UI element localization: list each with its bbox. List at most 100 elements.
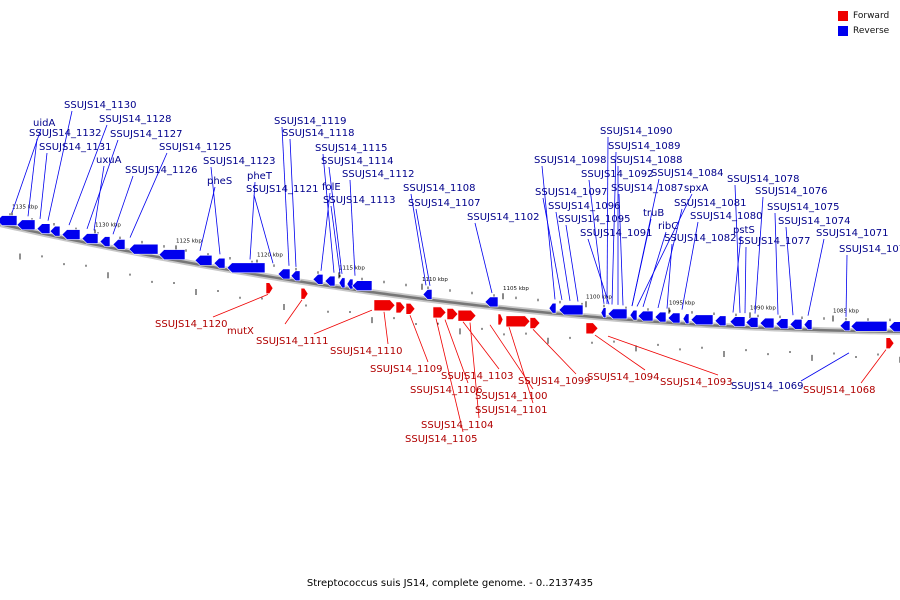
gene-layer xyxy=(0,215,900,349)
reverse-gene-arrow xyxy=(775,318,789,330)
forward-leader-line xyxy=(284,299,303,325)
forward-gene-arrow xyxy=(497,313,504,326)
reverse-leader-line xyxy=(68,124,108,226)
reverse-gene-label: SSUJS14_1114 xyxy=(321,156,394,167)
reverse-leader-line xyxy=(129,152,168,238)
reverse-gene-arrow xyxy=(729,316,746,328)
forward-leader-line xyxy=(462,321,500,370)
reverse-gene-arrow xyxy=(112,239,126,250)
reverse-leader-line xyxy=(657,208,683,309)
reverse-gene-arrow xyxy=(667,312,681,324)
reverse-gene-arrow xyxy=(548,302,557,314)
reverse-gene-label: SSUJS14_1128 xyxy=(99,114,172,125)
reverse-gene-label: pheT xyxy=(247,171,273,182)
reverse-leader-line xyxy=(415,208,431,286)
reverse-gene-label: SSUJS14_1119 xyxy=(274,116,347,127)
reverse-gene-arrow xyxy=(61,229,81,240)
reverse-gene-arrow xyxy=(194,255,213,266)
reverse-gene-arrow xyxy=(158,249,186,260)
reverse-gene-arrow xyxy=(745,317,759,328)
reverse-leader-line xyxy=(734,184,741,313)
reverse-leader-line xyxy=(86,139,119,230)
forward-gene-arrow xyxy=(457,309,477,322)
forward-gene-label: SSUJS14_1106 xyxy=(410,385,483,396)
reverse-gene-arrow xyxy=(803,319,813,331)
reverse-gene-label: SSUJS14_1097 xyxy=(535,187,608,198)
reverse-gene-label: SSUJS14_1132 xyxy=(29,128,102,139)
forward-gene-arrow xyxy=(885,337,895,349)
reverse-leader-line xyxy=(47,110,73,221)
reverse-gene-label: SSUJS14_1107 xyxy=(408,198,481,209)
reverse-gene-arrow xyxy=(128,243,159,255)
reverse-gene-label: SSUJS14_1075 xyxy=(767,202,840,213)
reverse-leader-line xyxy=(27,138,38,217)
figure-caption: Streptococcus suis JS14, complete genome… xyxy=(306,578,594,589)
reverse-gene-label: SSUJS14_1127 xyxy=(110,129,183,140)
reverse-gene-arrow xyxy=(682,313,690,325)
leader-layer xyxy=(11,110,887,433)
reverse-leader-line xyxy=(410,193,427,286)
forward-gene-arrow xyxy=(373,299,396,312)
reverse-gene-label: pheS xyxy=(207,176,232,187)
reverse-gene-label: SSUJS14_1113 xyxy=(323,195,396,206)
reverse-gene-label: SSUJS14_1088 xyxy=(610,155,683,166)
legend: Forward Reverse xyxy=(838,8,889,38)
scale-tick-label: 1135 kbp xyxy=(12,205,38,211)
reverse-leader-line xyxy=(320,192,331,271)
forward-gene-label: SSUJS14_1110 xyxy=(330,346,403,357)
forward-swatch xyxy=(838,10,848,21)
reverse-label: Reverse xyxy=(853,25,890,36)
label-layer: uidA SSUJS14_1130 SSUJS14_1132 SSUJS14_1131… xyxy=(29,100,900,445)
reverse-gene-arrow xyxy=(16,219,36,231)
reverse-gene-label: spxA xyxy=(684,183,708,194)
reverse-gene-arrow xyxy=(99,236,111,247)
reverse-gene-arrow xyxy=(839,320,851,332)
reverse-gene-arrow xyxy=(213,257,226,269)
scale-tick-label: 1100 kbp xyxy=(586,294,612,300)
reverse-leader-line xyxy=(281,126,290,266)
forward-leader-line xyxy=(594,334,646,371)
forward-leader-line xyxy=(860,349,887,384)
reverse-gene-arrow xyxy=(81,233,99,244)
forward-leader-line xyxy=(532,329,577,375)
forward-gene-label: SSUJS14_1099 xyxy=(518,376,591,387)
reverse-leader-line xyxy=(611,151,617,305)
reverse-gene-label: pstS xyxy=(733,225,755,236)
reverse-gene-label: SSUJS14_1076 xyxy=(755,186,828,197)
reverse-gene-arrow xyxy=(558,304,584,316)
reverse-leader-line xyxy=(210,166,221,255)
reverse-gene-label: SSUJS14_1077 xyxy=(738,236,811,247)
reverse-leader-line xyxy=(774,212,779,315)
reverse-leader-line xyxy=(253,194,274,264)
reverse-leader-line xyxy=(289,138,297,267)
scale-tick-label: 1095 kbp xyxy=(669,301,695,307)
reverse-gene-label: SSUJS14_1082 xyxy=(664,233,737,244)
reverse-gene-arrow xyxy=(654,311,667,323)
reverse-gene-arrow xyxy=(714,315,727,327)
forward-gene-label: SSUJS14_1094 xyxy=(587,372,660,383)
reverse-leader-line xyxy=(330,205,341,274)
reverse-gene-label: SSUJS14_1125 xyxy=(159,142,232,153)
reverse-leader-line xyxy=(666,243,673,309)
reverse-leader-line xyxy=(542,197,563,301)
reverse-gene-label: SSUJS14_1112 xyxy=(342,169,415,180)
reverse-leader-line xyxy=(112,175,134,235)
forward-leader-line xyxy=(508,326,534,404)
reverse-gene-arrow xyxy=(351,280,373,292)
reverse-gene-label: uidA xyxy=(33,118,55,129)
reverse-gene-arrow xyxy=(36,223,51,234)
scale-tick-label: 1115 kbp xyxy=(339,265,365,271)
reverse-gene-arrow xyxy=(277,268,291,280)
reverse-leader-line xyxy=(322,153,335,273)
reverse-leader-line xyxy=(349,179,356,276)
forward-leader-line xyxy=(212,294,269,318)
reverse-gene-label: SSUJS14_1090 xyxy=(600,126,673,137)
scale-tick-label: 1090 kbp xyxy=(750,305,776,311)
reverse-gene-arrow xyxy=(484,296,499,308)
reverse-swatch xyxy=(838,25,848,36)
forward-gene-arrow xyxy=(585,322,599,335)
reverse-gene-arrow xyxy=(607,308,628,320)
forward-gene-arrow xyxy=(432,306,447,319)
reverse-gene-label: SSUJS14_1095 xyxy=(558,214,631,225)
